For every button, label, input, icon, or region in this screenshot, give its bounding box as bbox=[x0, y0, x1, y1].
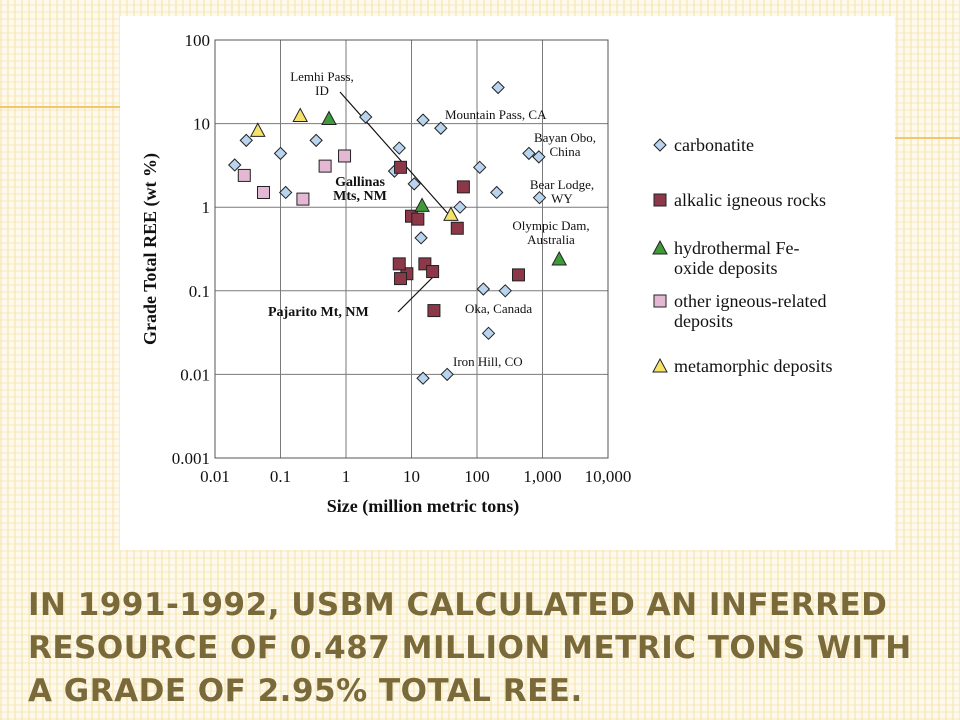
leader-lines bbox=[339, 91, 451, 313]
x-tick-label: 0.01 bbox=[200, 467, 230, 486]
point-hydrothermal-fe-oxide-deposits bbox=[321, 110, 337, 126]
point-carbonatite bbox=[407, 177, 421, 191]
data-points bbox=[228, 80, 568, 385]
point-carbonatite bbox=[416, 371, 430, 385]
scatter-chart: 0.01 0.1 1 10 100 1,000 10,0000.0010.010.11101… bbox=[140, 31, 832, 517]
leader-line-lemhi bbox=[339, 91, 451, 217]
grid bbox=[214, 39, 609, 459]
legend-label-other-igneous-related-deposits: deposits bbox=[674, 311, 733, 331]
annotation-bear-lodge: WY bbox=[551, 191, 573, 206]
y-tick-label: 0.01 bbox=[180, 365, 210, 384]
annotation-olympic-dam: Australia bbox=[527, 232, 575, 247]
point-carbonatite bbox=[359, 110, 373, 124]
legend-marker-alkalic-igneous-rocks bbox=[653, 193, 667, 207]
legend-label-other-igneous-related-deposits: other igneous-related bbox=[674, 291, 826, 311]
point-alkalic-igneous-rocks bbox=[427, 304, 441, 318]
point-carbonatite bbox=[498, 284, 512, 298]
x-tick-label: 1 bbox=[342, 467, 351, 486]
legend: carbonatite alkalic igneous rocks hydrothe… bbox=[652, 135, 832, 376]
annotation-bayan-obo: China bbox=[549, 144, 580, 159]
annotation-oka: Oka, Canada bbox=[465, 301, 532, 316]
annotations: Lemhi Pass,ID Mountain Pass, CA Bayan Obo,… bbox=[268, 69, 596, 369]
decorative-rule-right bbox=[895, 137, 960, 139]
point-carbonatite bbox=[453, 200, 467, 214]
annotation-pajarito: Pajarito Mt, NM bbox=[268, 305, 369, 320]
point-hydrothermal-fe-oxide-deposits bbox=[414, 197, 430, 212]
point-metamorphic-deposits bbox=[249, 122, 266, 137]
y-tick-label: 10 bbox=[193, 115, 210, 134]
y-tick-label: 0.001 bbox=[172, 449, 210, 468]
y-tick-label: 1 bbox=[202, 198, 211, 217]
legend-label-hydrothermal-fe-oxide-deposits: hydrothermal Fe- bbox=[674, 238, 799, 258]
figure-panel: 0.01 0.1 1 10 100 1,000 10,000 0.001 0.01 0.1 1 10 1… bbox=[120, 16, 895, 550]
annotation-bear-lodge: Bear Lodge, bbox=[530, 177, 594, 192]
point-carbonatite bbox=[309, 133, 323, 148]
legend-marker-carbonatite bbox=[653, 138, 667, 152]
point-hydrothermal-fe-oxide-deposits bbox=[551, 250, 568, 266]
x-tick-label: 10,000 bbox=[585, 467, 632, 486]
annotation-iron-hill: Iron Hill, CO bbox=[453, 354, 523, 369]
point-carbonatite bbox=[473, 160, 487, 175]
point-carbonatite bbox=[273, 146, 288, 161]
point-alkalic-igneous-rocks bbox=[411, 212, 425, 226]
point-carbonatite bbox=[491, 80, 505, 95]
point-alkalic-igneous-rocks bbox=[392, 257, 406, 271]
legend-label-carbonatite: carbonatite bbox=[674, 135, 754, 155]
point-carbonatite bbox=[522, 146, 536, 161]
x-tick-label: 10 bbox=[403, 467, 420, 486]
point-carbonatite bbox=[481, 326, 496, 341]
annotation-lemhi: Lemhi Pass, bbox=[290, 69, 354, 84]
point-carbonatite bbox=[414, 231, 428, 245]
x-tick-label: 100 bbox=[464, 467, 490, 486]
annotation-lemhi: ID bbox=[315, 83, 329, 98]
x-tick-label: 0.1 bbox=[270, 467, 291, 486]
point-alkalic-igneous-rocks bbox=[426, 265, 440, 279]
point-carbonatite bbox=[532, 190, 547, 205]
leader-line-pajarito bbox=[397, 271, 439, 313]
point-other-igneous-related-deposits bbox=[237, 168, 251, 182]
legend-label-alkalic-igneous-rocks: alkalic igneous rocks bbox=[674, 190, 826, 210]
y-tick-label: 0.1 bbox=[189, 282, 210, 301]
point-alkalic-igneous-rocks bbox=[394, 272, 408, 286]
legend-label-hydrothermal-fe-oxide-deposits: oxide deposits bbox=[674, 258, 778, 278]
point-metamorphic-deposits bbox=[443, 206, 459, 221]
point-carbonatite bbox=[278, 185, 293, 200]
point-metamorphic-deposits bbox=[292, 107, 309, 122]
slide-title: In 1991-1992, USBM calculated an inferre… bbox=[28, 587, 912, 709]
point-other-igneous-related-deposits bbox=[338, 149, 352, 163]
point-alkalic-igneous-rocks bbox=[456, 180, 470, 194]
point-carbonatite bbox=[434, 121, 448, 135]
point-carbonatite bbox=[416, 113, 430, 127]
x-tick-label: 1,000 bbox=[523, 467, 561, 486]
point-carbonatite bbox=[440, 367, 454, 382]
y-axis-title: Grade Total REE (wt %) bbox=[140, 153, 161, 345]
point-other-igneous-related-deposits bbox=[296, 192, 310, 206]
decorative-rule-left bbox=[0, 106, 120, 108]
legend-label-metamorphic-deposits: metamorphic deposits bbox=[674, 356, 832, 376]
point-alkalic-igneous-rocks bbox=[450, 221, 464, 235]
point-alkalic-igneous-rocks bbox=[511, 268, 525, 282]
point-carbonatite bbox=[490, 185, 504, 200]
axis-ticks: 0.01 0.1 1 10 100 1,000 10,0000.0010.010.11101… bbox=[172, 31, 632, 486]
point-other-igneous-related-deposits bbox=[256, 185, 270, 199]
point-alkalic-igneous-rocks bbox=[394, 160, 408, 174]
legend-marker-other-igneous-related-deposits bbox=[653, 294, 667, 308]
y-tick-label: 100 bbox=[185, 31, 211, 50]
x-axis-title: Size (million metric tons) bbox=[327, 496, 519, 517]
legend-marker-hydrothermal-fe-oxide-deposits bbox=[652, 239, 668, 255]
plot-area-frame bbox=[214, 39, 609, 459]
point-carbonatite bbox=[392, 141, 406, 155]
legend-marker-metamorphic-deposits bbox=[652, 357, 668, 373]
point-other-igneous-related-deposits bbox=[318, 159, 332, 173]
annotation-mountain-pass: Mountain Pass, CA bbox=[445, 107, 547, 122]
annotation-gallinas: Gallinas bbox=[335, 175, 385, 190]
annotation-olympic-dam: Olympic Dam, bbox=[512, 218, 589, 233]
point-carbonatite bbox=[476, 282, 491, 296]
point-carbonatite bbox=[532, 150, 546, 164]
annotation-bayan-obo: Bayan Obo, bbox=[534, 130, 596, 145]
point-carbonatite bbox=[228, 158, 242, 172]
annotation-gallinas: Mts, NM bbox=[333, 189, 387, 204]
point-carbonatite bbox=[239, 133, 253, 148]
